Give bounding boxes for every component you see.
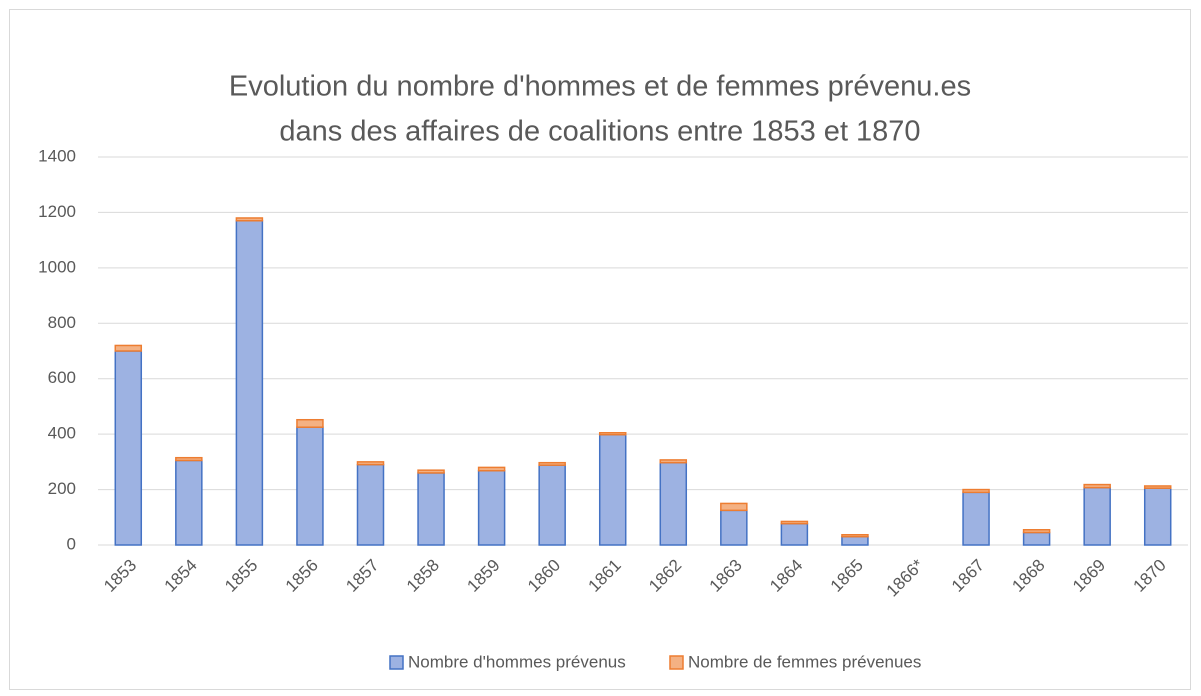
bar-segment [477, 466, 506, 472]
bar-segment [417, 469, 445, 474]
bar-segment [235, 217, 264, 222]
y-tick-label: 200 [48, 479, 76, 498]
bar-segment [296, 426, 324, 546]
legend-swatch [389, 655, 404, 670]
bar-segment [296, 418, 324, 428]
bar-segment [720, 509, 748, 546]
bar-segment [1022, 529, 1051, 534]
bar-segment [175, 459, 203, 546]
y-tick-label: 1200 [38, 202, 76, 221]
bar-segment [235, 219, 264, 546]
bar-segment [598, 432, 627, 436]
bar-segment [1143, 485, 1172, 489]
legend-label: Nombre de femmes prévenues [688, 652, 921, 671]
bar-segment [356, 461, 385, 466]
bar-segment [114, 344, 143, 352]
chart-frame [9, 9, 1191, 690]
bar-segment [1083, 486, 1111, 546]
bar-segment [962, 488, 990, 494]
bar-segment [538, 464, 566, 546]
bar-segment [1083, 483, 1111, 489]
bar-segment [962, 491, 990, 546]
bar-segment [175, 456, 203, 462]
bar-segment [598, 433, 627, 546]
bar-segment [841, 535, 869, 546]
bar-segment [720, 502, 748, 512]
y-tick-label: 600 [48, 368, 76, 387]
bar-segment [477, 469, 506, 546]
bar-segment [538, 461, 566, 466]
bar-segment [417, 472, 445, 546]
bar-segment [1022, 531, 1051, 546]
y-tick-label: 0 [67, 534, 76, 553]
legend-swatch [669, 655, 684, 670]
bar-segment [841, 533, 869, 538]
bar-segment [1143, 487, 1172, 546]
bar-segment [659, 461, 688, 546]
bar-segment [659, 459, 688, 464]
bar-segment [114, 350, 143, 546]
y-tick-label: 800 [48, 313, 76, 332]
y-tick-label: 1000 [38, 257, 76, 276]
chart-title: dans des affaires de coalitions entre 18… [279, 116, 920, 148]
y-tick-label: 1400 [38, 146, 76, 165]
bar-segment [780, 522, 809, 546]
bar-segment [780, 520, 809, 525]
y-tick-label: 400 [48, 424, 76, 443]
bar-segment [356, 463, 385, 546]
legend-label: Nombre d'hommes prévenus [408, 652, 626, 671]
chart-title: Evolution du nombre d'hommes et de femme… [229, 71, 971, 103]
